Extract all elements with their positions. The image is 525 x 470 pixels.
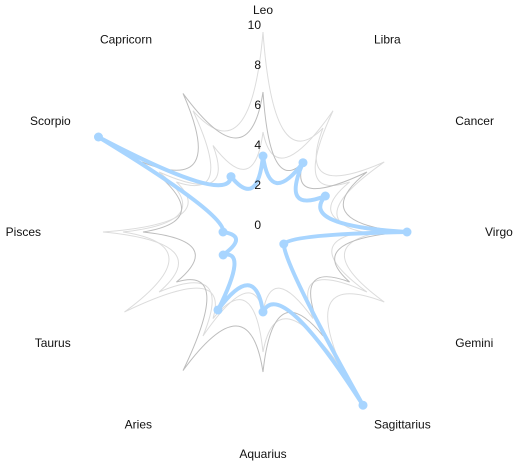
tick-label: 2 (254, 178, 261, 192)
category-label-cancer: Cancer (455, 114, 494, 128)
tick-label: 4 (254, 138, 261, 152)
category-label-gemini: Gemini (455, 336, 493, 350)
category-label-sagittarius: Sagittarius (374, 417, 431, 431)
category-labels: Leo Libra Cancer Virgo Gemini Sagittarius Aqua… (6, 3, 513, 461)
data-point-aries[interactable] (213, 305, 223, 315)
tick-label: 10 (248, 18, 262, 32)
data-point-leo[interactable] (258, 151, 268, 161)
radial-ticks: 0 2 4 6 8 10 (248, 18, 262, 232)
data-point-aquarius[interactable] (258, 307, 268, 317)
category-label-capricorn: Capricorn (100, 33, 152, 47)
category-label-pisces: Pisces (6, 225, 41, 239)
category-label-virgo: Virgo (485, 225, 513, 239)
tick-label: 8 (254, 58, 261, 72)
reference-lines (102, 31, 404, 373)
category-label-aquarius: Aquarius (239, 447, 286, 461)
tick-label: 0 (254, 218, 261, 232)
data-point-taurus[interactable] (218, 250, 228, 260)
data-point-scorpio[interactable] (93, 132, 103, 142)
data-point-pisces[interactable] (218, 227, 228, 237)
category-label-aries: Aries (125, 417, 152, 431)
category-label-leo: Leo (253, 3, 273, 17)
category-label-taurus: Taurus (35, 336, 71, 350)
data-point-sagittarius[interactable] (358, 400, 368, 410)
series-layer (93, 132, 412, 410)
category-label-scorpio: Scorpio (30, 114, 71, 128)
category-label-libra: Libra (374, 33, 401, 47)
data-point-cancer[interactable] (320, 191, 330, 201)
data-point-capricorn[interactable] (226, 172, 236, 182)
tick-label: 6 (254, 98, 261, 112)
data-point-virgo[interactable] (402, 227, 412, 237)
data-point-gemini[interactable] (279, 239, 289, 249)
data-point-libra[interactable] (298, 158, 308, 168)
